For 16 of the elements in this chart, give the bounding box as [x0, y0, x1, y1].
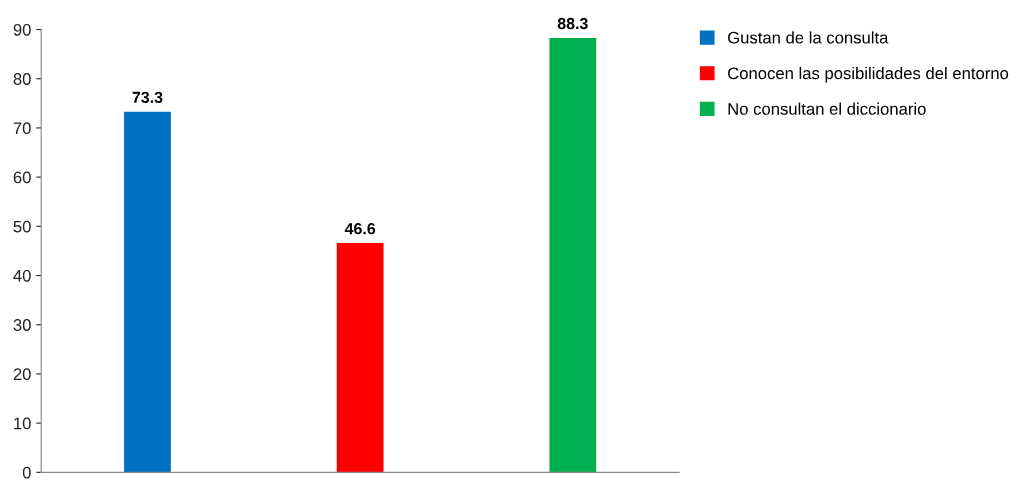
- data-label: 88.3: [557, 17, 588, 30]
- data-label: 73.3: [132, 91, 163, 103]
- y-tick-label: 80: [13, 73, 31, 85]
- y-tick-label: 40: [13, 269, 31, 282]
- legend-label: Gustan de la consulta: [728, 31, 889, 44]
- y-tick-label: 60: [13, 171, 31, 184]
- y-tick-label: 0: [22, 466, 31, 479]
- y-tick-label: 70: [13, 122, 31, 135]
- y-tick-label: 20: [13, 368, 31, 381]
- legend-label: No consultan el diccionario: [728, 102, 926, 115]
- y-tick-label: 30: [13, 319, 31, 331]
- y-tick-label: 50: [13, 220, 31, 233]
- y-tick-label: 90: [13, 23, 31, 36]
- y-tick-label: 10: [14, 417, 31, 430]
- data-label: 46.6: [344, 223, 376, 235]
- legend-label: Conocen las posibilidades del entorno: [728, 66, 1009, 83]
